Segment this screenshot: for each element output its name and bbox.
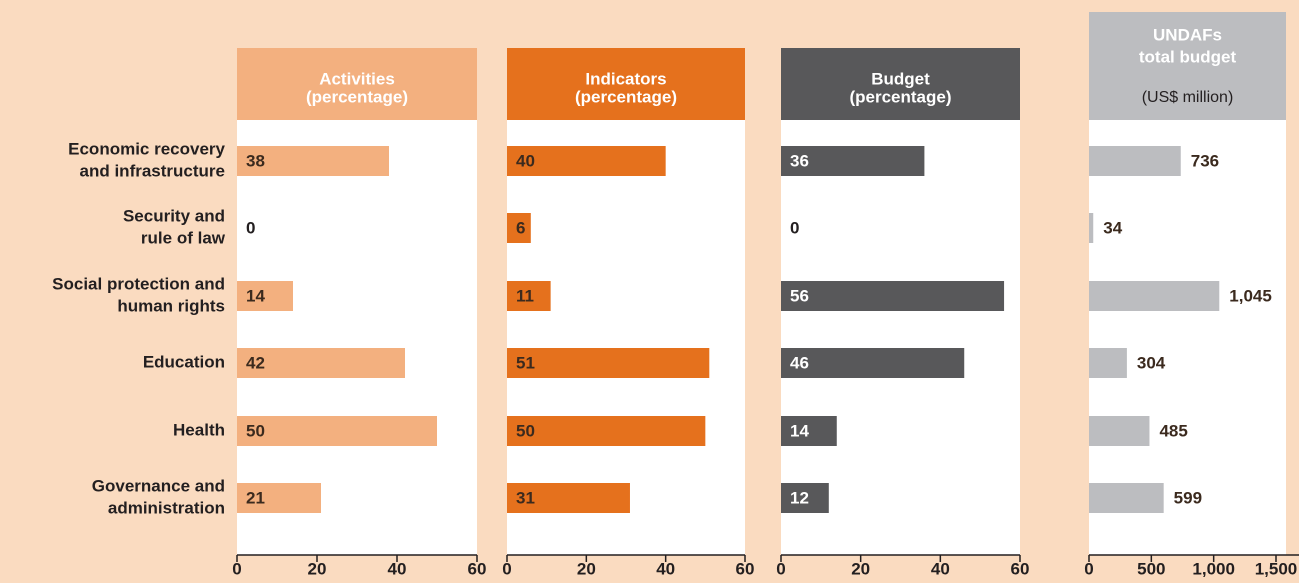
bar [237,348,405,378]
bar [1089,213,1094,243]
bar [1089,483,1164,513]
x-tick-label: 20 [308,559,327,578]
value-label: 36 [790,151,809,170]
panel-title: (percentage) [849,87,951,106]
value-label: 34 [1103,218,1122,237]
value-label: 599 [1174,488,1202,507]
value-label: 485 [1159,421,1187,440]
value-label: 12 [790,488,809,507]
x-tick-label: 0 [1084,559,1093,578]
panel-header [781,48,1020,120]
bar [237,483,321,513]
category-label: Social protection and [52,274,225,293]
category-label: Education [143,352,225,371]
value-label: 14 [246,286,265,305]
category-label: human rights [117,296,225,315]
bar [781,348,965,378]
bar [237,146,389,176]
value-label: 6 [516,218,525,237]
x-tick-label: 60 [1011,559,1030,578]
value-label: 11 [516,286,534,305]
bar [781,281,1005,311]
category-label: and infrastructure [80,161,225,180]
panel-title: Activities [319,69,395,88]
x-tick-label: 1,500 [1255,559,1298,578]
value-label: 0 [246,218,255,237]
panel-title: UNDAFs [1153,25,1222,44]
bar [507,416,706,446]
bar [507,213,531,243]
value-label: 56 [790,286,809,305]
panel-background [237,120,477,555]
panel-header [237,48,477,120]
value-label: 31 [516,488,535,507]
bar [781,483,829,513]
bar [1089,348,1127,378]
x-tick-label: 20 [577,559,596,578]
x-tick-label: 0 [776,559,785,578]
value-label: 40 [516,151,535,170]
panel-title: Budget [871,69,930,88]
value-label: 46 [790,353,809,372]
x-tick-label: 60 [468,559,487,578]
value-label: 51 [516,353,535,372]
value-label: 50 [516,421,535,440]
value-label: 42 [246,353,265,372]
x-tick-label: 40 [388,559,407,578]
panel-title: total budget [1139,47,1237,66]
panel-background [1089,120,1286,555]
panel-subtitle: (US$ million) [1142,89,1234,106]
panel-title: (percentage) [306,87,408,106]
x-tick-label: 0 [502,559,511,578]
panel-header [1089,12,1286,120]
bar [237,416,437,446]
x-tick-label: 0 [232,559,241,578]
category-label: rule of law [141,228,226,247]
panel-header [507,48,745,120]
panel-background [781,120,1020,555]
bar [237,281,293,311]
x-tick-label: 40 [656,559,675,578]
category-label: Health [173,420,225,439]
category-label: Economic recovery [68,139,225,158]
x-tick-label: 40 [931,559,950,578]
value-label: 14 [790,421,809,440]
bar [507,348,710,378]
bar [1089,281,1220,311]
bar [507,281,551,311]
category-label: Governance and [92,476,225,495]
category-label: administration [108,498,225,517]
panel-title: (percentage) [575,87,677,106]
bar [507,483,630,513]
x-tick-label: 20 [851,559,870,578]
panel-title: Indicators [585,69,666,88]
bar [1089,146,1181,176]
value-label: 0 [790,218,799,237]
bar [781,146,925,176]
x-tick-label: 1,000 [1192,559,1235,578]
bar [507,146,666,176]
value-label: 50 [246,421,265,440]
x-tick-label: 500 [1137,559,1165,578]
bar [1089,416,1150,446]
value-label: 21 [246,488,265,507]
x-tick-label: 60 [736,559,755,578]
value-label: 304 [1137,353,1166,372]
value-label: 1,045 [1229,286,1272,305]
bar [781,416,837,446]
category-label: Security and [123,206,225,225]
value-label: 38 [246,151,265,170]
value-label: 736 [1191,151,1219,170]
panel-background [507,120,745,555]
